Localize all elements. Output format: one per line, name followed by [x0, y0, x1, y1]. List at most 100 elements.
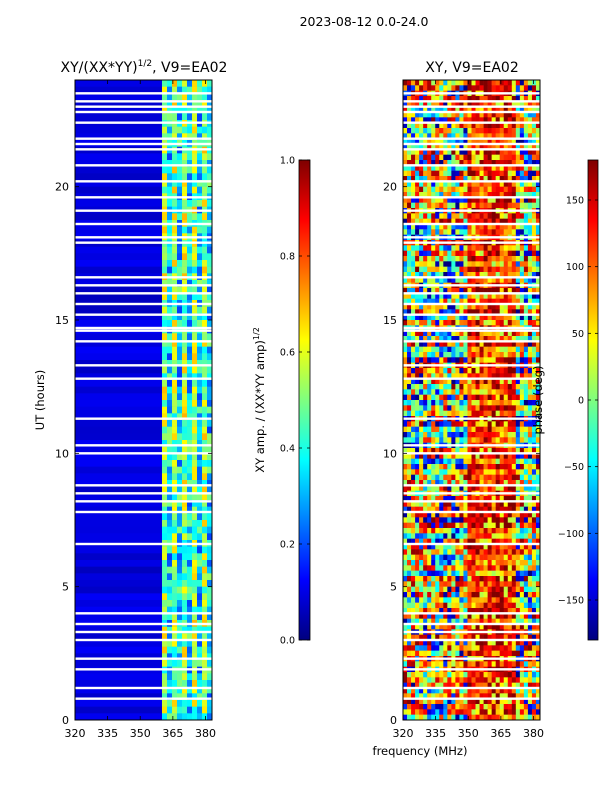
right-heatmap-cell	[463, 512, 468, 518]
right-heatmap-cell	[403, 192, 408, 198]
right-heatmap-cell	[459, 368, 464, 374]
right-heatmap-cell	[495, 426, 501, 433]
right-heatmap-cell	[527, 522, 533, 529]
right-heatmap-cell	[403, 533, 408, 539]
right-heatmap-cell	[535, 608, 540, 614]
right-heatmap-cell	[491, 485, 496, 491]
left-heatmap-cell	[206, 353, 212, 361]
right-heatmap-cell	[427, 181, 432, 187]
right-heatmap-cell	[527, 448, 533, 454]
left-heatmap-cell	[166, 513, 173, 521]
right-heatmap-cell	[511, 432, 517, 438]
left-heatmap-cell	[206, 166, 212, 174]
left-heatmap-cell	[161, 646, 168, 654]
right-heatmap-cell	[519, 293, 525, 299]
right-heatmap-cell	[475, 602, 480, 609]
left-heatmap-cell	[191, 373, 198, 381]
left-heatmap-cell	[191, 280, 198, 287]
left-heatmap-cell	[201, 446, 208, 454]
right-heatmap-cell	[431, 277, 436, 283]
right-heatmap-cell	[491, 464, 496, 470]
right-heatmap-cell	[407, 170, 412, 177]
right-heatmap-cell	[519, 538, 525, 545]
left-heatmap-cell	[206, 293, 212, 301]
right-heatmap-cell	[507, 341, 513, 347]
right-heatmap-cell	[487, 394, 492, 401]
right-heatmap-cell	[523, 202, 529, 209]
right-heatmap-cell	[435, 101, 440, 107]
right-heatmap-cell	[443, 485, 448, 491]
right-heatmap-cell	[515, 245, 521, 251]
right-heatmap-cell	[463, 304, 468, 310]
left-heatmap-cell	[181, 380, 188, 387]
right-heatmap-cell	[415, 581, 420, 587]
right-heatmap-cell	[531, 101, 537, 107]
right-heatmap-cell	[535, 533, 540, 539]
left-heatmap-cell	[196, 380, 203, 387]
right-heatmap-cell	[527, 549, 533, 555]
right-heatmap-cell	[431, 293, 436, 299]
right-heatmap-cell	[411, 186, 416, 193]
right-heatmap-cell	[407, 421, 412, 427]
right-heatmap-cell	[427, 80, 432, 86]
right-heatmap-cell	[491, 293, 496, 299]
right-heatmap-cell	[507, 298, 513, 305]
left-heatmap-cell	[171, 100, 178, 107]
right-heatmap-cell	[419, 405, 424, 411]
right-heatmap-cell	[467, 544, 472, 550]
right-heatmap-cell	[483, 618, 488, 625]
right-heatmap-cell	[519, 192, 525, 198]
left-heatmap-cell	[201, 440, 208, 447]
right-heatmap-cell	[535, 624, 540, 630]
right-heatmap-cell	[423, 421, 428, 427]
right-heatmap-cell	[459, 256, 464, 262]
right-heatmap-cell	[447, 314, 452, 321]
right-heatmap-cell	[403, 458, 408, 465]
left-heatmap-cell	[166, 153, 173, 161]
right-heatmap-cell	[531, 634, 537, 641]
right-heatmap-cell	[491, 373, 496, 379]
right-heatmap-cell	[459, 314, 464, 321]
left-heatmap-cell	[171, 493, 178, 501]
right-heatmap-cell	[459, 384, 464, 390]
right-heatmap-cell	[499, 405, 505, 411]
right-heatmap-cell	[511, 186, 517, 193]
right-heatmap-cell	[535, 373, 540, 379]
right-heatmap-cell	[463, 293, 468, 299]
right-heatmap-cell	[527, 469, 533, 475]
right-heatmap-cell	[515, 218, 521, 225]
right-heatmap-cell	[455, 480, 460, 486]
left-heatmap-cell	[201, 400, 208, 407]
left-heatmap-cell	[181, 640, 188, 647]
right-heatmap-cell	[503, 608, 509, 614]
right-heatmap-cell	[431, 522, 436, 529]
right-heatmap-cell	[531, 192, 537, 198]
right-heatmap-cell	[471, 165, 476, 171]
right-heatmap-cell	[415, 357, 420, 363]
right-heatmap-cell	[411, 181, 416, 187]
right-heatmap-cell	[531, 405, 537, 411]
right-heatmap-cell	[427, 437, 432, 443]
right-heatmap-cell	[427, 144, 432, 150]
left-heatmap-cell	[181, 433, 188, 441]
left-heatmap-cell	[196, 260, 203, 267]
right-heatmap-cell	[423, 106, 428, 113]
right-heatmap-cell	[507, 421, 513, 427]
right-heatmap-cell	[483, 634, 488, 641]
left-heatmap-cell	[176, 653, 183, 661]
right-heatmap-cell	[471, 266, 476, 273]
right-heatmap-cell	[439, 293, 444, 299]
right-heatmap-cell	[415, 368, 420, 374]
right-heatmap-cell	[439, 192, 444, 198]
right-heatmap-cell	[435, 304, 440, 310]
right-heatmap-cell	[411, 592, 416, 598]
right-heatmap-cell	[419, 645, 424, 651]
right-heatmap-cell	[495, 320, 501, 326]
right-heatmap-cell	[439, 346, 444, 353]
right-heatmap-cell	[515, 426, 521, 433]
right-heatmap-cell	[463, 186, 468, 193]
right-heatmap-cell	[443, 186, 448, 193]
left-heatmap-cell	[171, 246, 178, 254]
missing-data-row	[75, 110, 212, 114]
right-heatmap-cell	[431, 437, 436, 443]
